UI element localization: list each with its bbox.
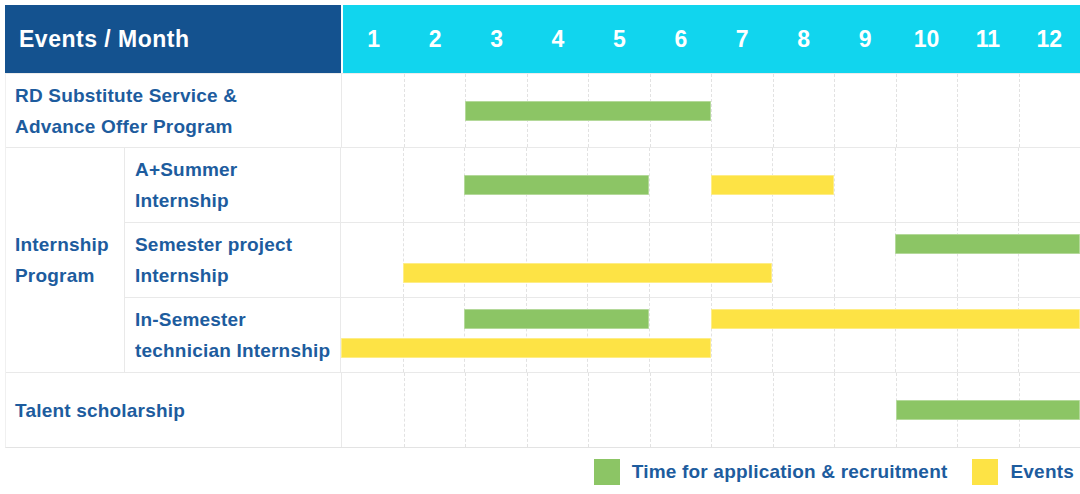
group-label: Internship Program bbox=[6, 148, 125, 372]
month-grid-line bbox=[711, 373, 712, 447]
row-label: RD Substitute Service & Advance Offer Pr… bbox=[6, 74, 342, 147]
month-grid-line bbox=[711, 223, 712, 297]
row-label-line: In-Semester bbox=[135, 304, 340, 335]
month-header-8: 8 bbox=[773, 5, 834, 73]
event-bar bbox=[711, 309, 1080, 329]
row-label-line: RD Substitute Service & bbox=[15, 80, 341, 111]
table-row-talent-scholarship: Talent scholarship bbox=[6, 373, 1080, 447]
month-grid-line bbox=[895, 148, 896, 222]
gantt-schedule-chart: Events / Month 123456789101112 RD Substi… bbox=[0, 0, 1080, 494]
row-label-line: Internship bbox=[135, 260, 340, 291]
month-grid-line bbox=[834, 74, 835, 147]
group-rows: A+Summer Internship Semester project Int… bbox=[125, 148, 1080, 372]
page-title: Events / Month bbox=[19, 26, 190, 53]
month-header-10: 10 bbox=[896, 5, 957, 73]
row-label: A+Summer Internship bbox=[125, 148, 341, 222]
row-label-line: technician Internship bbox=[135, 335, 340, 366]
month-grid-line bbox=[773, 373, 774, 447]
month-header-9: 9 bbox=[834, 5, 895, 73]
month-grid-line bbox=[404, 373, 405, 447]
month-header-4: 4 bbox=[527, 5, 588, 73]
schedule-table: Events / Month 123456789101112 RD Substi… bbox=[5, 5, 1080, 448]
events-swatch-icon bbox=[972, 459, 998, 485]
month-header-7: 7 bbox=[712, 5, 773, 73]
legend: Time for application & recruitment Event… bbox=[594, 459, 1074, 485]
row-timeline bbox=[342, 373, 1080, 447]
row-label: Semester project Internship bbox=[125, 223, 341, 297]
month-grid-line bbox=[403, 223, 404, 297]
month-grid-line bbox=[588, 373, 589, 447]
row-timeline bbox=[341, 148, 1080, 222]
table-body: RD Substitute Service & Advance Offer Pr… bbox=[5, 73, 1080, 448]
legend-recruitment-label: Time for application & recruitment bbox=[632, 461, 948, 483]
recruitment-bar bbox=[895, 234, 1080, 254]
table-row-rd-substitute: RD Substitute Service & Advance Offer Pr… bbox=[6, 74, 1080, 148]
month-header-strip: 123456789101112 bbox=[343, 5, 1080, 73]
group-label-line: Internship bbox=[15, 229, 124, 260]
month-grid-line bbox=[403, 298, 404, 372]
month-grid-line bbox=[404, 74, 405, 147]
month-grid-line bbox=[957, 74, 958, 147]
month-grid-line bbox=[896, 74, 897, 147]
row-timeline bbox=[342, 74, 1080, 147]
row-label-line: Semester project bbox=[135, 229, 340, 260]
month-grid-line bbox=[1018, 148, 1019, 222]
recruitment-bar bbox=[465, 101, 711, 121]
month-grid-line bbox=[834, 223, 835, 297]
month-grid-line bbox=[834, 373, 835, 447]
row-label: In-Semester technician Internship bbox=[125, 298, 341, 372]
recruitment-bar bbox=[464, 175, 649, 195]
row-label-line: Internship bbox=[135, 185, 340, 216]
month-header-3: 3 bbox=[466, 5, 527, 73]
event-bar bbox=[711, 175, 834, 195]
table-row-a-plus-summer: A+Summer Internship bbox=[125, 148, 1080, 223]
recruitment-bar bbox=[896, 400, 1080, 420]
month-grid-line bbox=[773, 74, 774, 147]
event-bar bbox=[341, 338, 711, 358]
recruitment-bar bbox=[464, 309, 649, 329]
month-grid-line bbox=[1019, 74, 1020, 147]
row-label: Talent scholarship bbox=[6, 373, 342, 447]
month-grid-line bbox=[957, 148, 958, 222]
month-grid-line bbox=[465, 373, 466, 447]
month-header-5: 5 bbox=[589, 5, 650, 73]
internship-program-group: Internship Program A+Summer Internship S… bbox=[6, 148, 1080, 373]
month-grid-line bbox=[649, 148, 650, 222]
row-timeline bbox=[341, 298, 1080, 372]
month-grid-line bbox=[464, 223, 465, 297]
month-grid-line bbox=[650, 373, 651, 447]
row-timeline bbox=[341, 223, 1080, 297]
row-label-line: Advance Offer Program bbox=[15, 111, 341, 142]
month-grid-line bbox=[772, 223, 773, 297]
events-month-header-cell: Events / Month bbox=[5, 5, 341, 73]
month-grid-line bbox=[649, 223, 650, 297]
month-header-12: 12 bbox=[1019, 5, 1080, 73]
month-header-1: 1 bbox=[343, 5, 404, 73]
legend-events-label: Events bbox=[1010, 461, 1074, 483]
month-grid-line bbox=[403, 148, 404, 222]
month-header-11: 11 bbox=[957, 5, 1018, 73]
month-grid-line bbox=[587, 223, 588, 297]
table-header-row: Events / Month 123456789101112 bbox=[5, 5, 1080, 73]
month-grid-line bbox=[526, 223, 527, 297]
table-row-in-semester-technician: In-Semester technician Internship bbox=[125, 298, 1080, 372]
event-bar bbox=[403, 263, 773, 283]
group-label-line: Program bbox=[15, 260, 124, 291]
month-grid-line bbox=[527, 373, 528, 447]
month-header-2: 2 bbox=[404, 5, 465, 73]
month-grid-line bbox=[711, 74, 712, 147]
month-header-6: 6 bbox=[650, 5, 711, 73]
table-row-semester-project: Semester project Internship bbox=[125, 223, 1080, 298]
row-label-line: A+Summer bbox=[135, 154, 340, 185]
row-label-line: Talent scholarship bbox=[15, 395, 341, 426]
month-grid-line bbox=[834, 148, 835, 222]
recruitment-swatch-icon bbox=[594, 459, 620, 485]
month-grid-line bbox=[649, 298, 650, 372]
